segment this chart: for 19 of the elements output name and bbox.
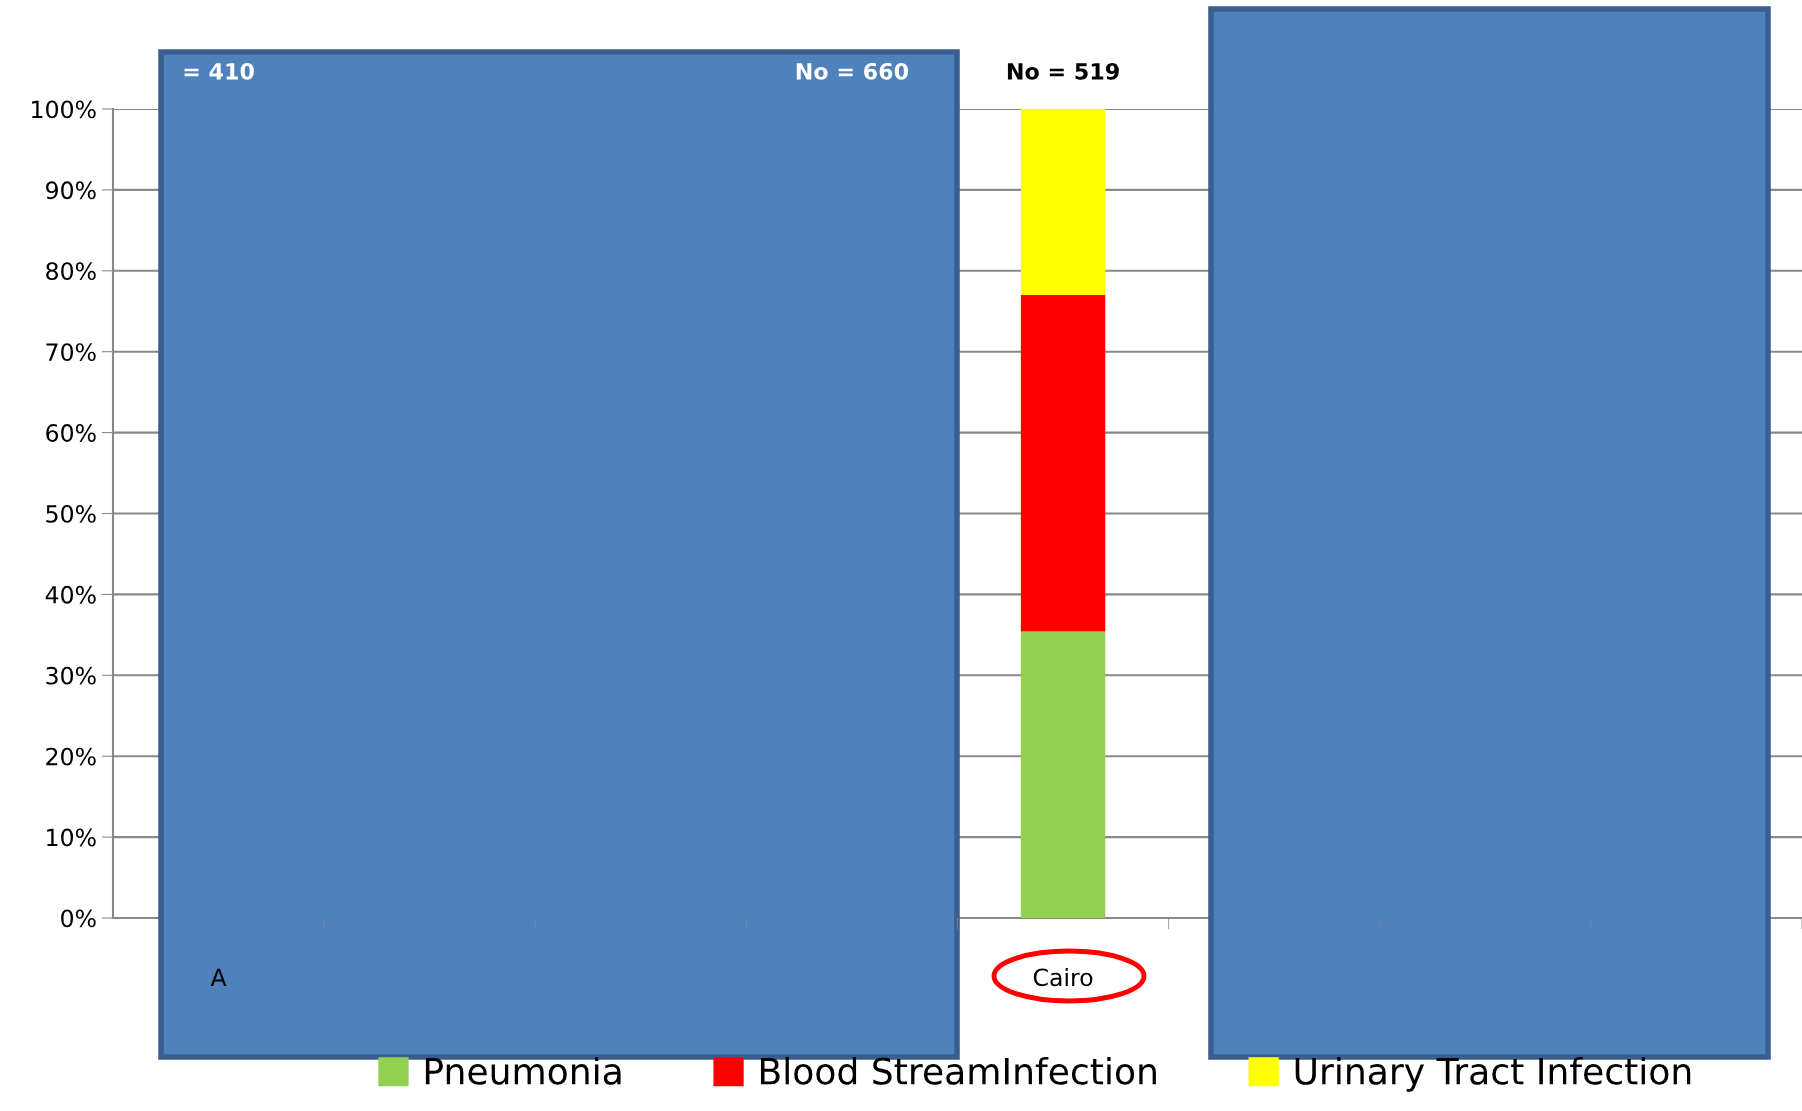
y-tick-label: 100% — [32, 100, 96, 119]
text: = 410 — [184, 62, 254, 80]
x-tick-label: A — [210, 968, 227, 986]
y-tick-label: 0% — [61, 909, 96, 928]
y-tick-label: 10% — [47, 828, 96, 847]
text: No = 519 — [1007, 62, 1119, 80]
legend-label: Pneumonia — [425, 1056, 621, 1085]
y-tick-label: 60% — [46, 424, 96, 442]
y-tick-label: 70% — [46, 343, 96, 362]
y-tick-label: 40% — [45, 585, 96, 604]
y-tick-label: 80% — [46, 262, 96, 281]
y-tick-label: 30% — [46, 666, 96, 685]
y-tick-label: 90% — [46, 181, 96, 200]
y-tick-label: 20% — [46, 747, 96, 766]
legend-label: Blood StreamInfection — [760, 1056, 1156, 1085]
x-tick-label: Cairo — [1033, 968, 1093, 987]
legend-label: Urinary Tract Infection — [1295, 1056, 1691, 1092]
y-tick-label: 50% — [46, 504, 96, 523]
text: No = 660 — [796, 62, 909, 80]
